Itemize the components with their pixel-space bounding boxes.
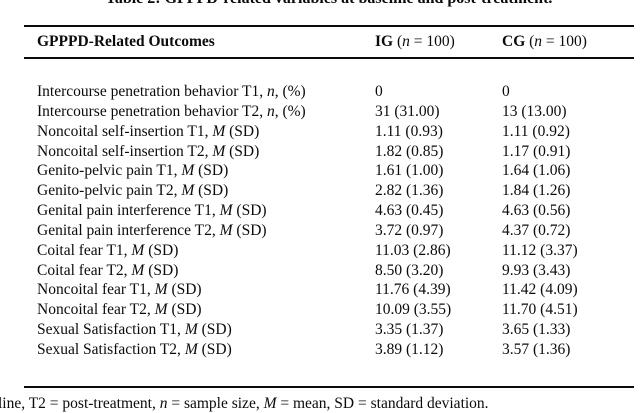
outcome-label-cell: Noncoital self-insertion T2, M (SD) <box>37 142 260 160</box>
cg-value-cell: 0 <box>502 83 510 100</box>
table-row: Coital fear T2, M (SD) 8.50 (3.20) 9.93 (3… <box>0 261 640 281</box>
table-row: Noncoital fear T1, M (SD) 11.76 (4.39) 11.… <box>0 280 640 300</box>
table-row: Genital pain interference T1, M (SD) 4.63… <box>0 201 640 221</box>
cg-value-cell: 9.93 (3.43) <box>502 261 571 279</box>
ig-value-cell: 1.82 (0.85) <box>375 142 444 160</box>
ig-value-cell: 1.11 (0.93) <box>375 122 443 140</box>
ig-value-cell: 3.35 (1.37) <box>375 321 444 339</box>
cg-value-cell: 1.11 (0.92) <box>502 122 570 140</box>
ig-value-cell: 1.61 (1.00) <box>375 162 444 180</box>
table-header-row: GPPPD-Related Outcomes IG (n = 100) CG (… <box>0 32 640 52</box>
cg-value-cell: 13 (13.00) <box>502 102 567 120</box>
table-row: Intercourse penetration behavior T2, n, … <box>0 102 640 122</box>
cg-value-cell: 11.42 (4.09) <box>502 281 578 299</box>
outcome-label-cell: Genito-pelvic pain T1, M (SD) <box>37 162 229 180</box>
cg-value-cell: 11.12 (3.37) <box>502 241 578 259</box>
table-caption-text: Table 2: GPPPD-related variables at base… <box>24 0 634 8</box>
cg-value-cell: 1.64 (1.06) <box>502 162 571 180</box>
table-row: Sexual Satisfaction T2, M (SD) 3.89 (1.12… <box>0 340 640 360</box>
cg-value-cell: 4.63 (0.56) <box>502 202 571 220</box>
column-header-cg: CG (n = 100) <box>502 33 587 50</box>
table-footnote: line, T2 = post-treatment, n = sample si… <box>0 395 489 412</box>
outcome-label-cell: Genital pain interference T1, M (SD) <box>37 202 267 220</box>
table-bottom-rule <box>24 386 634 388</box>
table-top-rule <box>24 25 634 27</box>
ig-value-cell: 11.76 (4.39) <box>375 281 451 299</box>
ig-value-cell: 10.09 (3.55) <box>375 301 452 319</box>
outcome-label-cell: Coital fear T1, M (SD) <box>37 241 179 259</box>
ig-value-cell: 3.72 (0.97) <box>375 221 444 239</box>
outcome-label-cell: Noncoital self-insertion T1, M (SD) <box>37 122 260 140</box>
outcome-label-cell: Sexual Satisfaction T2, M (SD) <box>37 340 232 358</box>
cg-value-cell: 4.37 (0.72) <box>502 221 571 239</box>
cg-value-cell: 3.65 (1.33) <box>502 321 571 339</box>
column-header-outcomes: GPPPD-Related Outcomes <box>37 33 215 50</box>
table-row: Genito-pelvic pain T1, M (SD) 1.61 (1.00)… <box>0 161 640 181</box>
table-row: Coital fear T1, M (SD) 11.03 (2.86) 11.12 … <box>0 241 640 261</box>
cg-value-cell: 1.84 (1.26) <box>502 182 571 200</box>
ig-value-cell: 2.82 (1.36) <box>375 182 444 200</box>
cg-value-cell: 3.57 (1.36) <box>502 340 571 358</box>
ig-value-cell: 4.63 (0.45) <box>375 202 444 220</box>
outcome-label-cell: Intercourse penetration behavior T2, n, … <box>37 102 306 120</box>
ig-value-cell: 11.03 (2.86) <box>375 241 451 259</box>
outcome-label-cell: Intercourse penetration behavior T1, n, … <box>37 83 306 100</box>
outcome-label-cell: Noncoital fear T2, M (SD) <box>37 301 202 319</box>
outcome-label-cell: Noncoital fear T1, M (SD) <box>37 281 202 299</box>
table-row: Genito-pelvic pain T2, M (SD) 2.82 (1.36)… <box>0 181 640 201</box>
ig-value-cell: 31 (31.00) <box>375 102 440 120</box>
outcome-label-cell: Genito-pelvic pain T2, M (SD) <box>37 182 229 200</box>
outcome-label-cell: Sexual Satisfaction T1, M (SD) <box>37 321 232 339</box>
ig-value-cell: 3.89 (1.12) <box>375 340 444 358</box>
table-row: Noncoital self-insertion T2, M (SD) 1.82 … <box>0 142 640 162</box>
table-row: Sexual Satisfaction T1, M (SD) 3.35 (1.37… <box>0 320 640 340</box>
table-header-rule <box>24 57 634 59</box>
column-header-ig: IG (n = 100) <box>375 33 455 50</box>
table-row: Noncoital self-insertion T1, M (SD) 1.11 … <box>0 122 640 142</box>
table-caption: Table 2: GPPPD-related variables at base… <box>24 0 634 9</box>
ig-value-cell: 8.50 (3.20) <box>375 261 444 279</box>
table-body: Intercourse penetration behavior T1, n, … <box>0 82 640 360</box>
ig-value-cell: 0 <box>375 83 383 100</box>
outcome-label-cell: Coital fear T2, M (SD) <box>37 261 179 279</box>
table-row: Intercourse penetration behavior T1, n, … <box>0 82 640 102</box>
outcome-label-cell: Genital pain interference T2, M (SD) <box>37 221 267 239</box>
cg-value-cell: 11.70 (4.51) <box>502 301 578 319</box>
table-row: Noncoital fear T2, M (SD) 10.09 (3.55) 11.… <box>0 300 640 320</box>
cg-value-cell: 1.17 (0.91) <box>502 142 571 160</box>
table-row: Genital pain interference T2, M (SD) 3.72… <box>0 221 640 241</box>
